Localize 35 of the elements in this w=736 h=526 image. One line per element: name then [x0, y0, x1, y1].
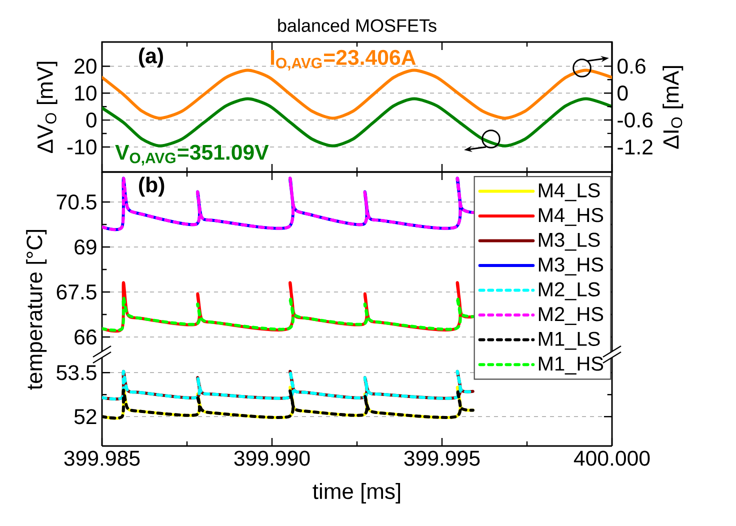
y-axis-title: ΔV$_{O}$ [mV] [36, 62, 58, 154]
chart-title: balanced MOSFETs [278, 18, 436, 32]
y-tick-label: 0 [86, 112, 96, 128]
y-tick-label: 69 [74, 239, 96, 255]
annotation: V$_{O,AVG}$=351.09V [115, 144, 269, 166]
y-tick-label: 20 [74, 58, 96, 74]
text: M1_LS [538, 332, 600, 350]
y-tick-label: 52 [74, 409, 96, 424]
x-tick-label: 399.990 [234, 450, 310, 466]
text: M4_LS [538, 183, 600, 202]
legend-label: M2_HS [538, 307, 604, 325]
legend-label: M3_HS [538, 258, 604, 276]
y-tick-label: 67.5 [56, 284, 96, 300]
y2-tick-label: 0.6 [618, 58, 646, 74]
y2-tick-label: 0 [618, 86, 628, 101]
x-axis-title: time [ms] [312, 482, 400, 504]
y-tick-label: 70.5 [56, 194, 96, 210]
y-tick-label: 10 [75, 86, 96, 101]
text: M3_LS [538, 232, 600, 251]
annotation: (b) [139, 176, 164, 197]
text: M2_LS [538, 282, 600, 300]
legend-label: M4_HS [538, 208, 604, 226]
x-tick-label: 399.995 [404, 450, 480, 466]
y2-tick-label: -1.2 [618, 139, 652, 154]
x-tick-label: 400.000 [574, 450, 650, 466]
annotation: (a) [139, 48, 163, 68]
x-tick-label: 399.985 [64, 450, 140, 466]
y-tick-label: 53.5 [56, 365, 96, 380]
annotation: I$_{O,AVG}$=23.406A [270, 50, 416, 71]
y2-tick-label: -0.6 [618, 112, 653, 128]
y-axis-title: temperature [°C] [26, 230, 47, 390]
y-tick-label: 66 [74, 329, 96, 345]
y-tick-label: -10 [67, 139, 96, 155]
legend-label: M1_HS [538, 356, 604, 375]
y2-axis-title: ΔI$_{O}$ [mA] [662, 66, 684, 149]
